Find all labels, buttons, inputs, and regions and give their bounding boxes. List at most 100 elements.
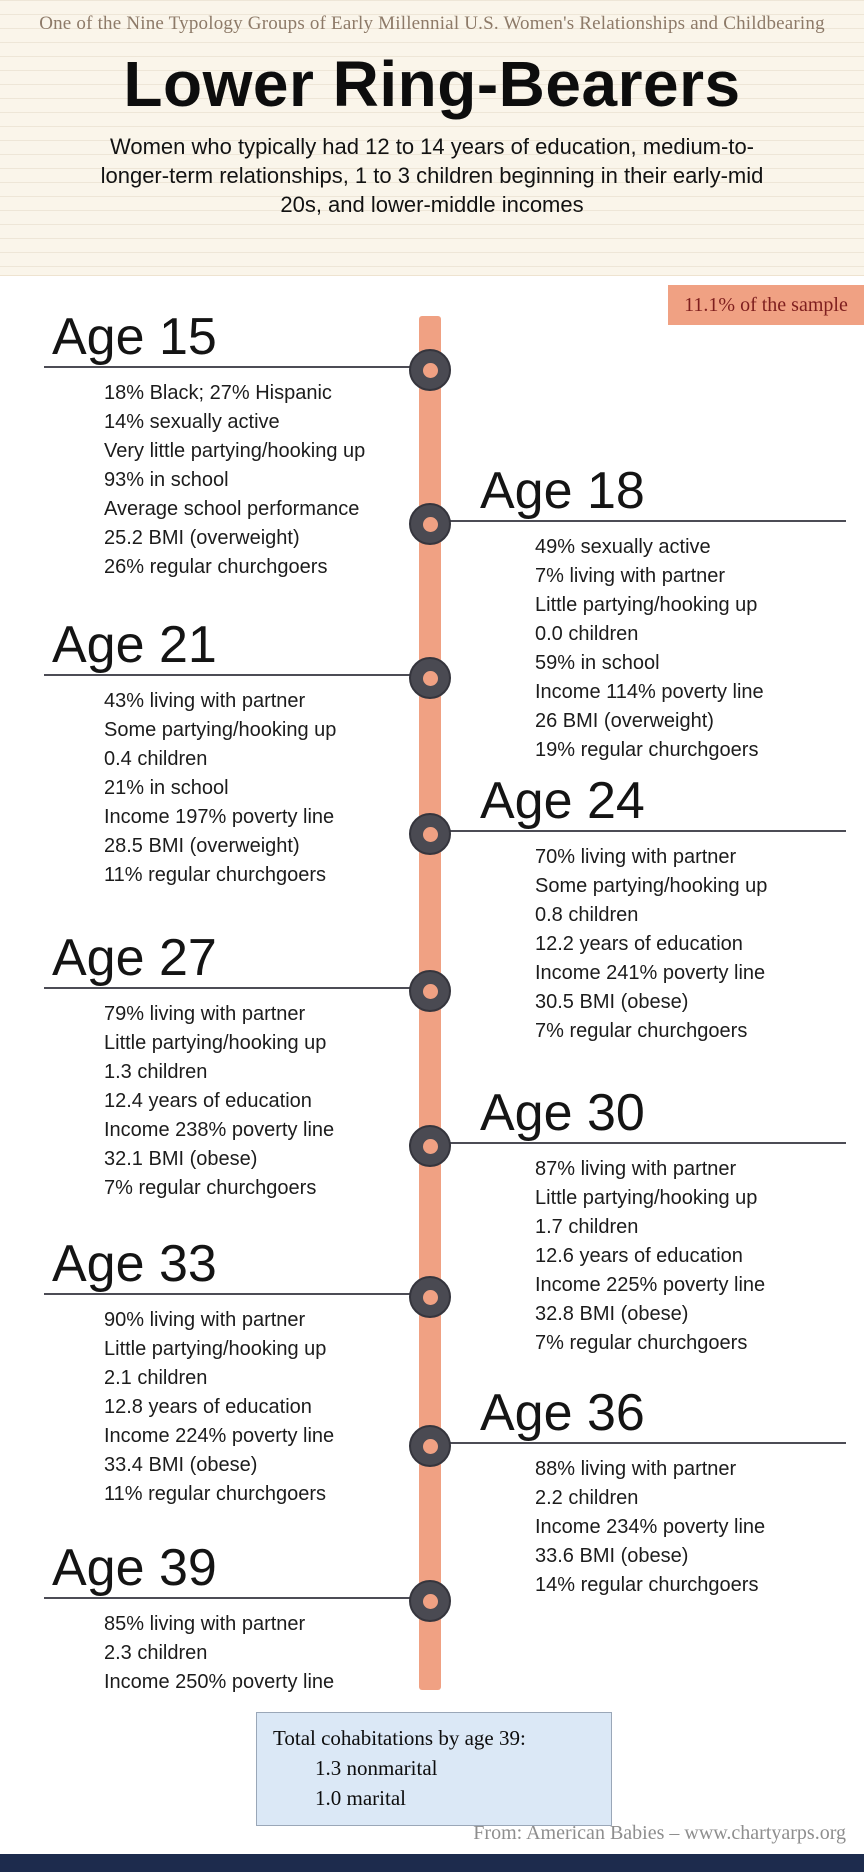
fact-line: 59% in school bbox=[535, 652, 660, 674]
fact-line: 33.4 BMI (obese) bbox=[104, 1454, 258, 1476]
fact-line: Income 250% poverty line bbox=[104, 1671, 335, 1693]
fact-line: 70% living with partner bbox=[535, 846, 737, 868]
fact-line: Income 225% poverty line bbox=[535, 1274, 766, 1296]
fact-line: Some partying/hooking up bbox=[104, 719, 337, 741]
summary-box: Total cohabitations by age 39: 1.3 nonma… bbox=[256, 1712, 612, 1826]
fact-line: 49% sexually active bbox=[535, 536, 711, 558]
age-heading-row: Age 36 bbox=[427, 1380, 846, 1444]
fact-list: 79% living with partner Little partying/h… bbox=[44, 989, 434, 1203]
fact-line: 12.6 years of education bbox=[535, 1245, 743, 1267]
subtitle: Women who typically had 12 to 14 years o… bbox=[100, 134, 764, 218]
summary-line: 1.0 marital bbox=[315, 1786, 406, 1810]
age-heading: Age 36 bbox=[480, 1384, 645, 1442]
age-heading: Age 33 bbox=[52, 1235, 217, 1293]
age-heading: Age 30 bbox=[480, 1084, 645, 1142]
age-block-age-39: Age 39 85% living with partner 2.3 childre… bbox=[44, 1535, 434, 1697]
age-heading-row: Age 27 bbox=[44, 925, 434, 989]
fact-line: 93% in school bbox=[104, 469, 229, 491]
age-block-age-24: Age 24 70% living with partner Some partyi… bbox=[427, 768, 846, 1046]
age-block-age-27: Age 27 79% living with partner Little part… bbox=[44, 925, 434, 1203]
age-heading-row: Age 39 bbox=[44, 1535, 434, 1599]
fact-line: 2.3 children bbox=[104, 1642, 208, 1664]
fact-line: 1.7 children bbox=[535, 1216, 639, 1238]
fact-line: Income 114% poverty line bbox=[535, 681, 764, 703]
age-block-age-30: Age 30 87% living with partner Little part… bbox=[427, 1080, 846, 1358]
timeline-node bbox=[409, 1580, 451, 1622]
fact-line: 28.5 BMI (overweight) bbox=[104, 835, 300, 857]
age-heading-row: Age 15 bbox=[44, 304, 434, 368]
age-heading-row: Age 21 bbox=[44, 612, 434, 676]
fact-line: 14% sexually active bbox=[104, 411, 280, 433]
fact-line: Income 241% poverty line bbox=[535, 962, 766, 984]
timeline-node bbox=[409, 1125, 451, 1167]
sample-share-badge: 11.1% of the sample bbox=[668, 285, 864, 325]
footer-bar bbox=[0, 1854, 864, 1872]
fact-line: 19% regular churchgoers bbox=[535, 739, 759, 761]
fact-list: 70% living with partner Some partying/hoo… bbox=[427, 832, 846, 1046]
fact-list: 85% living with partner 2.3 children Incom… bbox=[44, 1599, 434, 1697]
fact-line: 0.4 children bbox=[104, 748, 208, 770]
fact-line: 90% living with partner bbox=[104, 1309, 306, 1331]
timeline-node bbox=[409, 1276, 451, 1318]
fact-list: 90% living with partner Little partying/h… bbox=[44, 1295, 434, 1509]
fact-line: 12.2 years of education bbox=[535, 933, 743, 955]
credit-line: From: American Babies – www.chartyarps.o… bbox=[473, 1822, 846, 1844]
fact-line: 7% living with partner bbox=[535, 565, 726, 587]
fact-line: 2.2 children bbox=[535, 1487, 639, 1509]
age-heading: Age 39 bbox=[52, 1539, 217, 1597]
fact-line: 87% living with partner bbox=[535, 1158, 737, 1180]
fact-line: Income 238% poverty line bbox=[104, 1119, 335, 1141]
fact-line: Little partying/hooking up bbox=[104, 1338, 327, 1360]
fact-line: 14% regular churchgoers bbox=[535, 1574, 759, 1596]
fact-line: 7% regular churchgoers bbox=[535, 1332, 748, 1354]
age-heading-row: Age 33 bbox=[44, 1231, 434, 1295]
age-heading: Age 21 bbox=[52, 616, 217, 674]
age-heading: Age 24 bbox=[480, 772, 645, 830]
timeline-node bbox=[409, 349, 451, 391]
age-block-age-18: Age 18 49% sexually active 7% living with … bbox=[427, 458, 846, 765]
fact-list: 49% sexually active 7% living with partne… bbox=[427, 522, 846, 765]
fact-line: Little partying/hooking up bbox=[535, 1187, 758, 1209]
timeline-node bbox=[409, 970, 451, 1012]
fact-line: Little partying/hooking up bbox=[104, 1032, 327, 1054]
fact-line: 21% in school bbox=[104, 777, 229, 799]
fact-line: Little partying/hooking up bbox=[535, 594, 758, 616]
fact-line: 7% regular churchgoers bbox=[104, 1177, 317, 1199]
page-title: Lower Ring-Bearers bbox=[123, 48, 741, 120]
fact-line: 30.5 BMI (obese) bbox=[535, 991, 689, 1013]
age-heading: Age 18 bbox=[480, 462, 645, 520]
fact-line: 18% Black; 27% Hispanic bbox=[104, 382, 332, 404]
age-heading: Age 27 bbox=[52, 929, 217, 987]
age-block-age-33: Age 33 90% living with partner Little part… bbox=[44, 1231, 434, 1509]
fact-line: 0.8 children bbox=[535, 904, 639, 926]
fact-line: 85% living with partner bbox=[104, 1613, 306, 1635]
fact-line: 1.3 children bbox=[104, 1061, 208, 1083]
fact-line: 26% regular churchgoers bbox=[104, 556, 328, 578]
fact-line: 79% living with partner bbox=[104, 1003, 306, 1025]
summary-line: 1.3 nonmarital bbox=[315, 1756, 438, 1780]
fact-line: Income 197% poverty line bbox=[104, 806, 335, 828]
fact-line: 43% living with partner bbox=[104, 690, 306, 712]
fact-line: 32.1 BMI (obese) bbox=[104, 1148, 258, 1170]
fact-line: 25.2 BMI (overweight) bbox=[104, 527, 300, 549]
summary-lines: 1.3 nonmarital 1.0 marital bbox=[273, 1753, 595, 1813]
fact-line: 12.4 years of education bbox=[104, 1090, 312, 1112]
timeline-node bbox=[409, 657, 451, 699]
timeline-node bbox=[409, 1425, 451, 1467]
fact-line: 11% regular churchgoers bbox=[104, 864, 326, 886]
age-block-age-15: Age 15 18% Black; 27% Hispanic 14% sexuall… bbox=[44, 304, 434, 582]
fact-line: 11% regular churchgoers bbox=[104, 1483, 326, 1505]
masthead: One of the Nine Typology Groups of Early… bbox=[0, 0, 864, 276]
fact-line: 88% living with partner bbox=[535, 1458, 737, 1480]
fact-line: 0.0 children bbox=[535, 623, 639, 645]
fact-line: 32.8 BMI (obese) bbox=[535, 1303, 689, 1325]
fact-line: 12.8 years of education bbox=[104, 1396, 312, 1418]
age-heading-row: Age 24 bbox=[427, 768, 846, 832]
fact-line: Some partying/hooking up bbox=[535, 875, 768, 897]
fact-line: Income 224% poverty line bbox=[104, 1425, 335, 1447]
timeline-node bbox=[409, 503, 451, 545]
timeline-node bbox=[409, 813, 451, 855]
fact-line: Very little partying/hooking up bbox=[104, 440, 366, 462]
fact-list: 43% living with partner Some partying/hoo… bbox=[44, 676, 434, 890]
